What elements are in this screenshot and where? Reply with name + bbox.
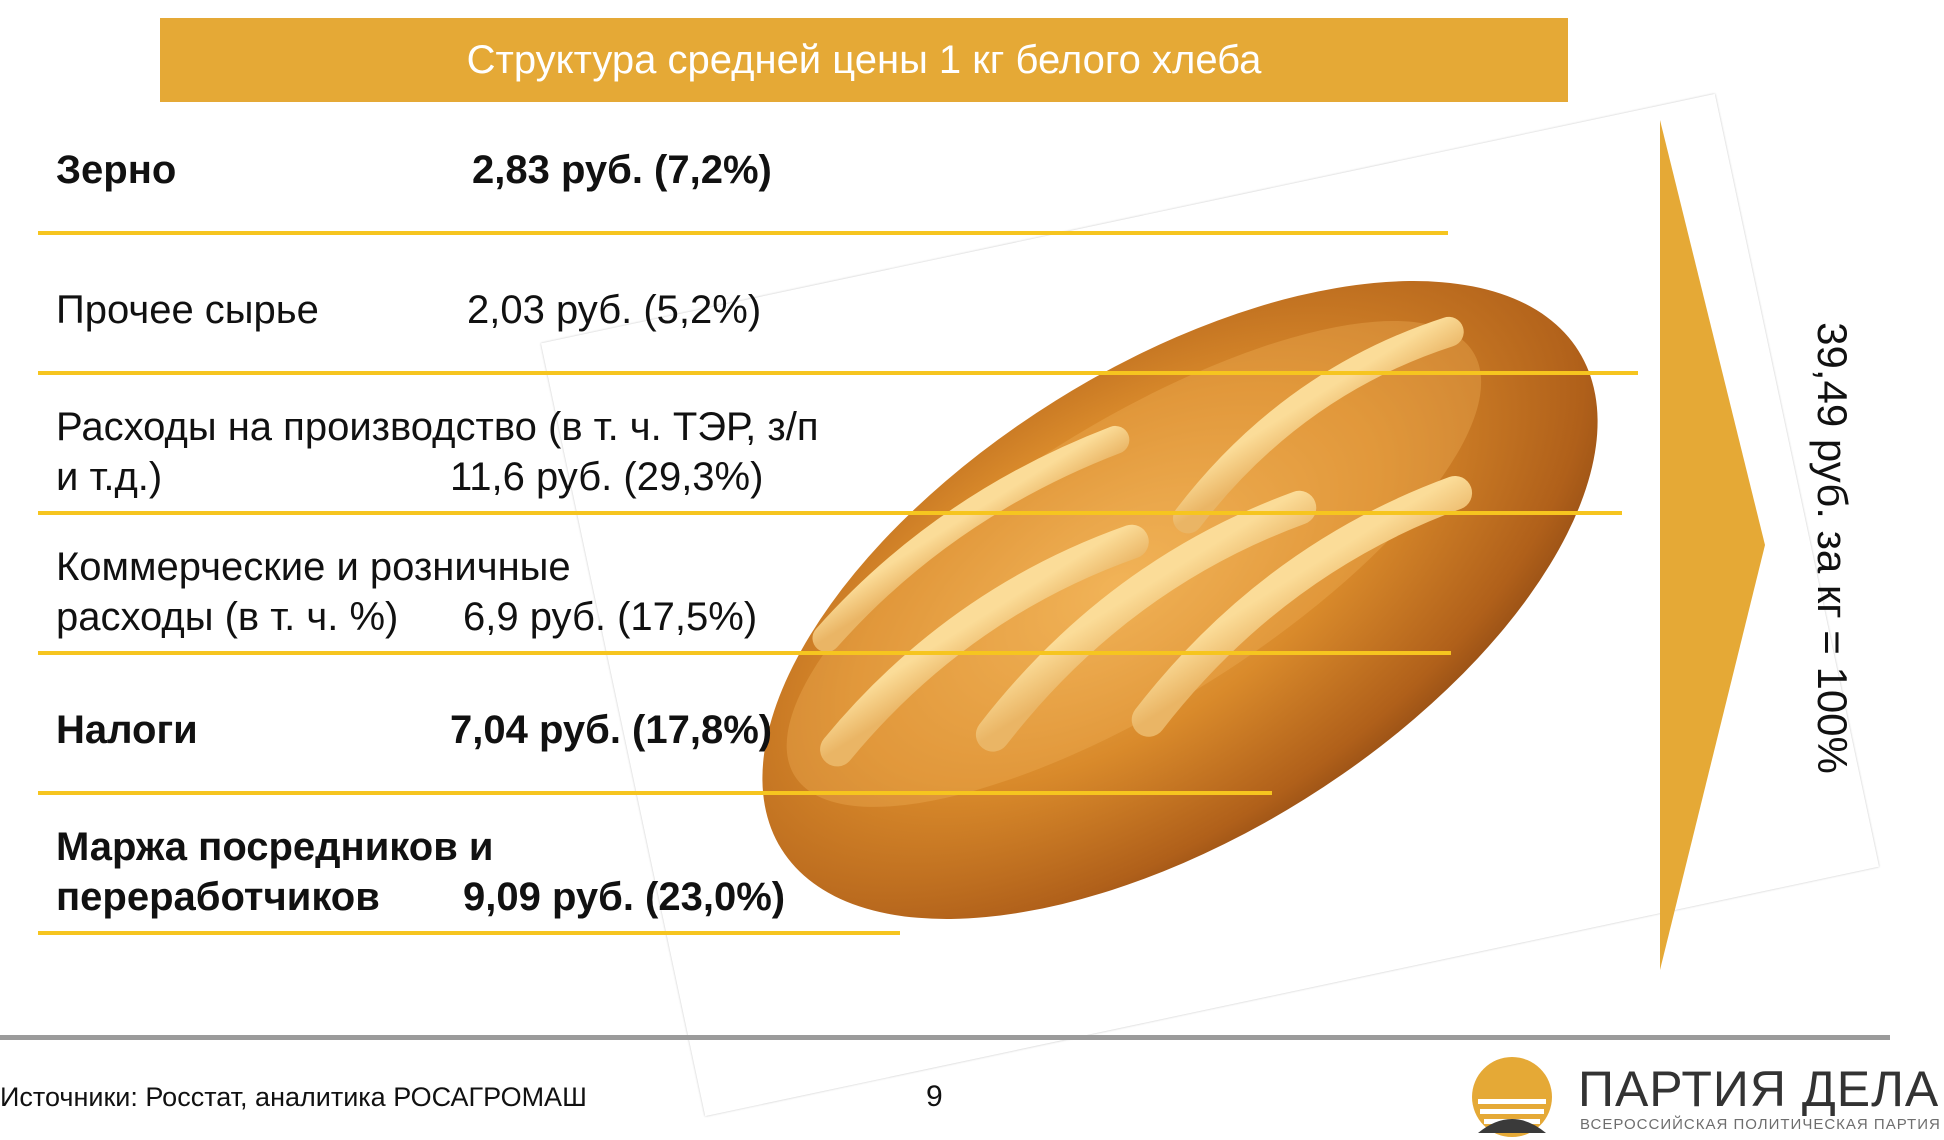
row-divider	[38, 371, 1638, 375]
row-divider	[38, 511, 1622, 515]
table-row: Зерно 2,83 руб. (7,2%)	[0, 95, 1944, 235]
row-value: 11,6 руб. (29,3%)	[450, 455, 764, 499]
row-label: Зерно	[56, 148, 177, 192]
party-logo-icon	[1472, 1057, 1552, 1137]
row-value: 2,83 руб. (7,2%)	[472, 148, 772, 192]
page-number: 9	[926, 1080, 943, 1113]
row-divider	[38, 791, 1272, 795]
table-row: Коммерческие и розничные расходы (в т. ч…	[0, 515, 1944, 655]
title-banner: Структура средней цены 1 кг белого хлеба	[160, 18, 1568, 102]
row-label: Прочее сырье	[56, 288, 319, 332]
row-divider	[38, 931, 900, 935]
footer-divider	[0, 1035, 1890, 1040]
total-price-label: 39,49 руб. за кг = 100%	[1809, 322, 1856, 774]
source-note: Источники: Росстат, аналитика РОСАГРОМАШ	[0, 1082, 587, 1112]
table-row: Прочее сырье 2,03 руб. (5,2%)	[0, 235, 1944, 375]
row-divider	[38, 231, 1448, 235]
table-row: Маржа посредников и переработчиков 9,09 р…	[0, 795, 1944, 935]
bread-loaf-image	[762, 281, 1598, 919]
logo-name: ПАРТИЯ ДЕЛА	[1578, 1061, 1940, 1117]
total-arrow-icon	[1660, 120, 1765, 970]
row-value: 7,04 руб. (17,8%)	[450, 708, 773, 752]
row-label: Коммерческие и розничные расходы (в т. ч…	[56, 545, 571, 639]
row-label: Расходы на производство (в т. ч. ТЭР, з/…	[56, 405, 819, 499]
row-value: 2,03 руб. (5,2%)	[467, 288, 762, 332]
row-label: Маржа посредников и переработчиков	[56, 825, 494, 919]
row-value: 6,9 руб. (17,5%)	[463, 595, 758, 639]
chart-title: Структура средней цены 1 кг белого хлеба	[466, 37, 1262, 82]
row-value: 9,09 руб. (23,0%)	[463, 875, 786, 919]
table-row: Налоги 7,04 руб. (17,8%)	[0, 655, 1944, 795]
table-row: Расходы на производство (в т. ч. ТЭР, з/…	[0, 375, 1944, 515]
row-divider	[38, 651, 1451, 655]
row-label: Налоги	[56, 708, 198, 752]
logo-subtitle: ВСЕРОССИЙСКАЯ ПОЛИТИЧЕСКАЯ ПАРТИЯ	[1580, 1116, 1941, 1133]
